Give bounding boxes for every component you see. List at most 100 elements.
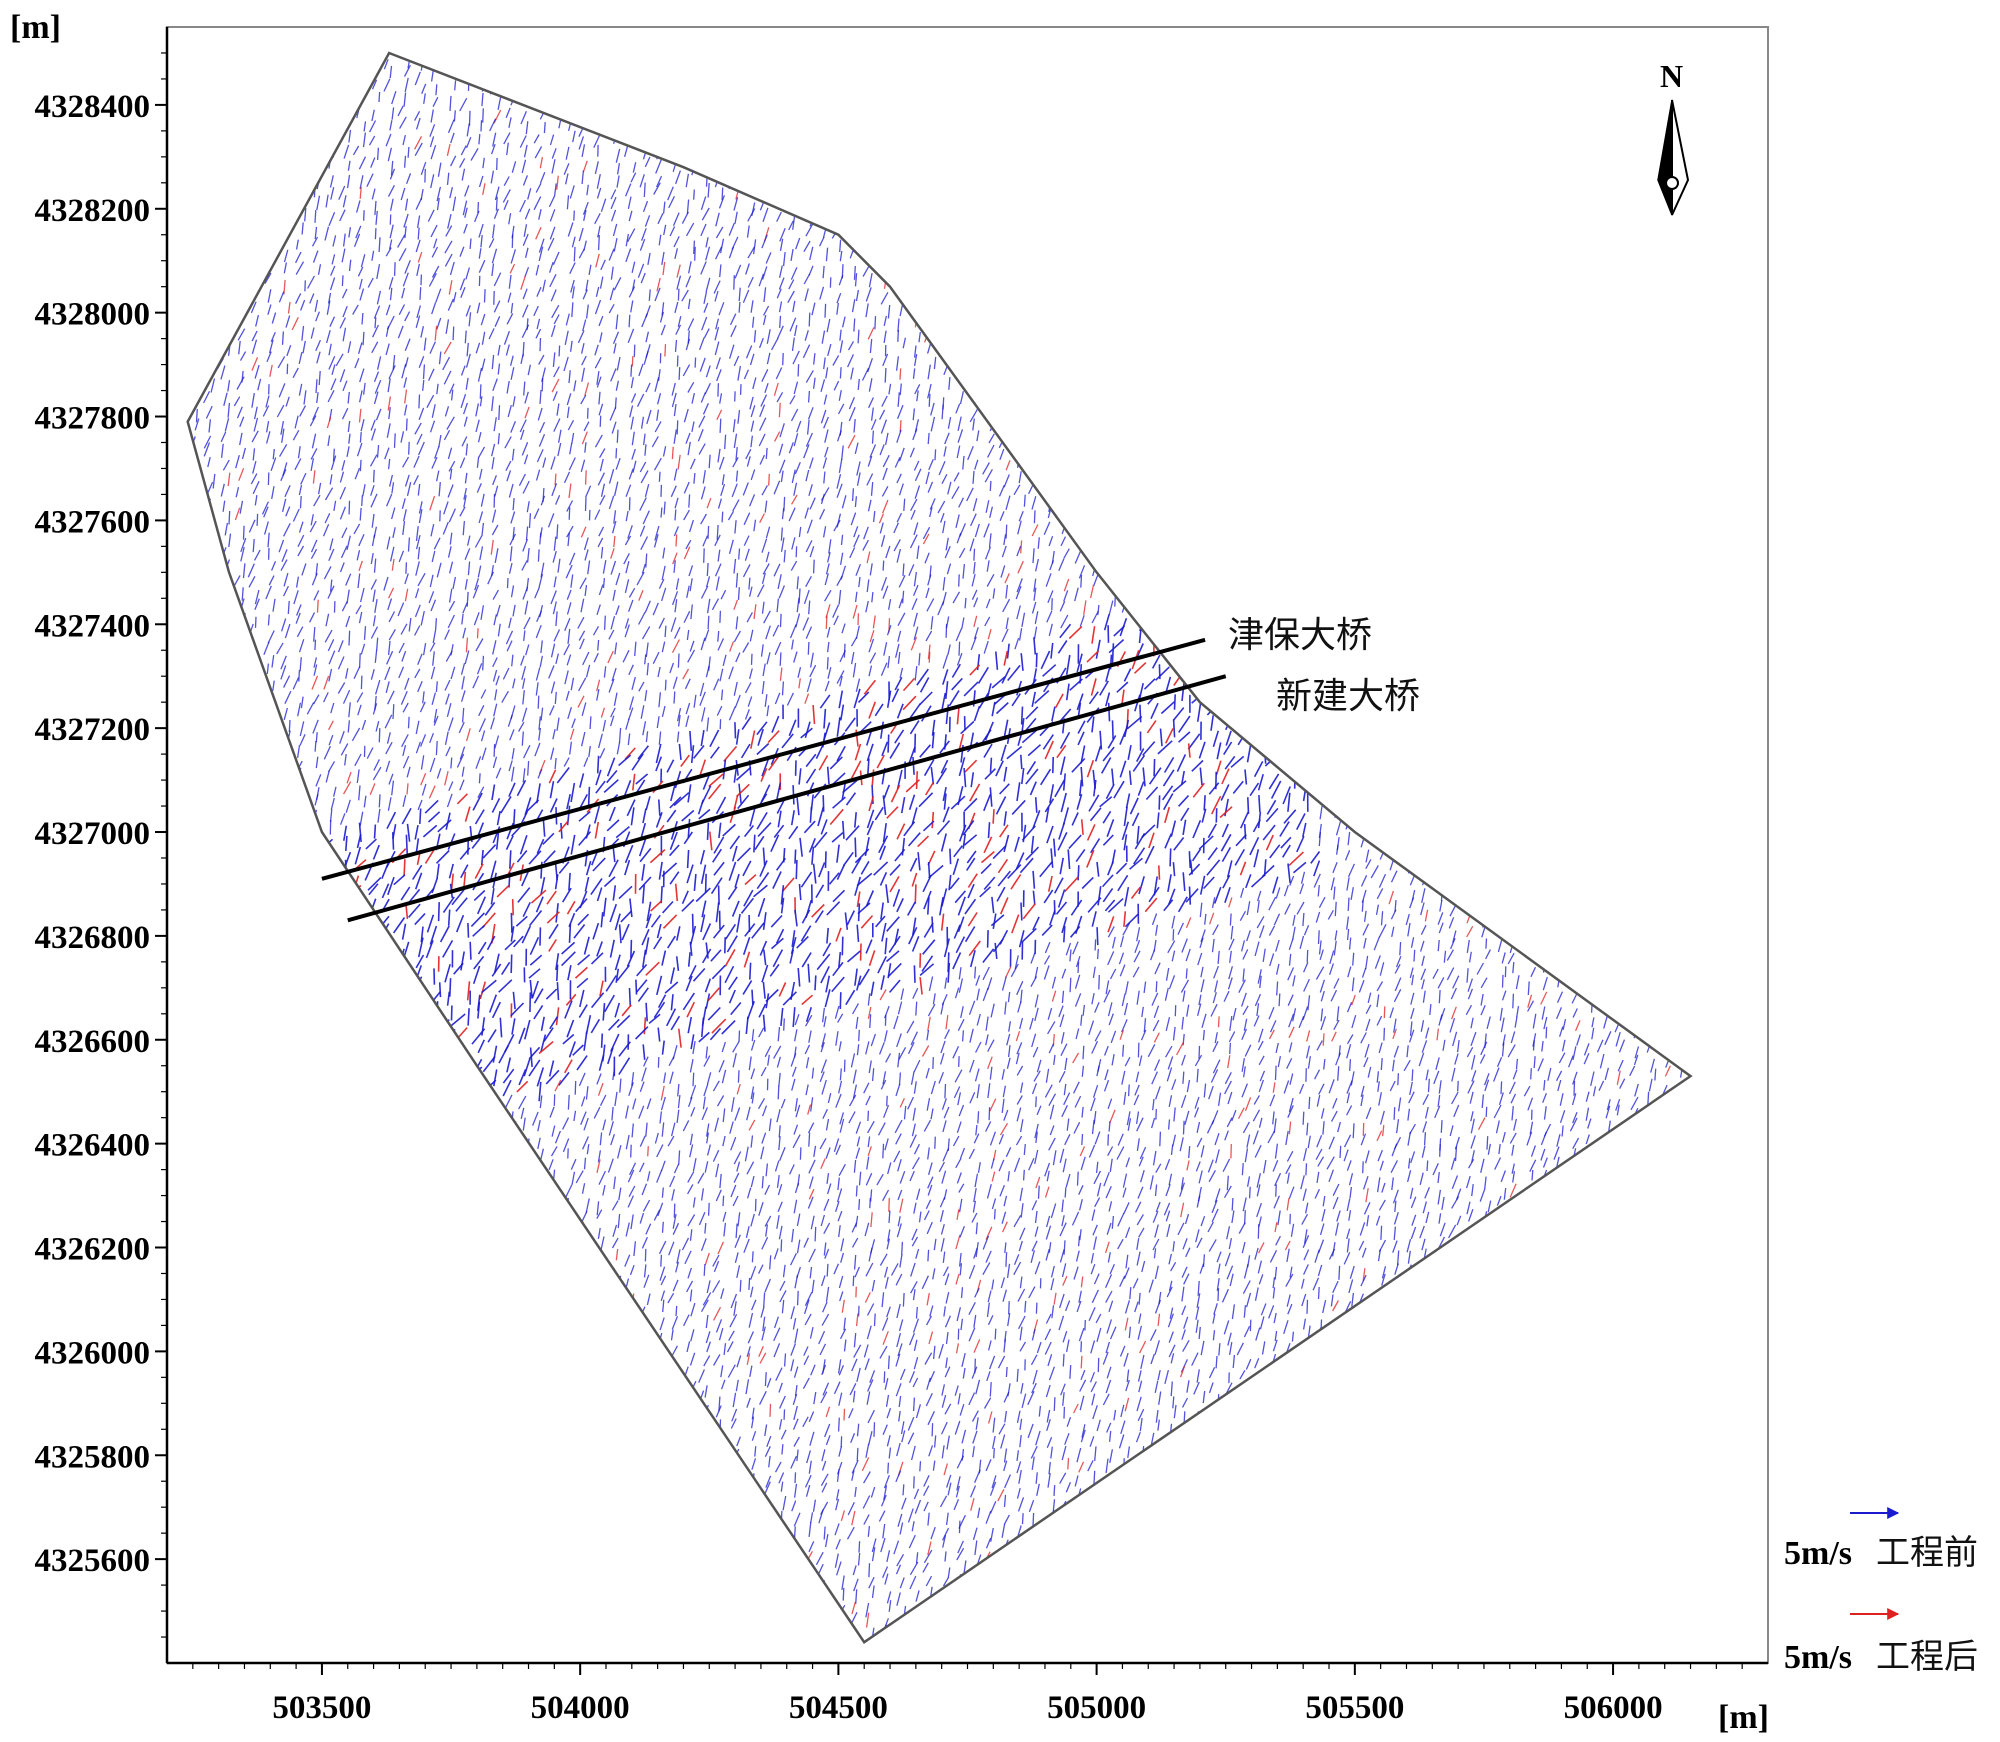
velocity-vector-before: [794, 324, 798, 337]
velocity-vector-after: [535, 226, 542, 240]
velocity-vector-before: [331, 254, 336, 265]
velocity-vector-after: [448, 280, 453, 295]
velocity-vector-before: [648, 289, 651, 301]
velocity-vector-before: [988, 433, 995, 444]
velocity-vector-before: [523, 144, 528, 158]
velocity-vector-before: [304, 207, 307, 222]
velocity-vector-before: [314, 209, 317, 223]
velocity-vector-before: [610, 368, 617, 382]
velocity-vector-before: [563, 163, 570, 176]
velocity-vector-before: [534, 146, 543, 159]
velocity-vector-before: [868, 378, 873, 392]
velocity-vector-before: [594, 356, 602, 369]
velocity-vector-before: [519, 135, 527, 148]
velocity-vector-before: [277, 356, 286, 369]
velocity-vector-before: [824, 446, 829, 458]
velocity-vector-before: [569, 262, 576, 274]
velocity-vector-before: [459, 246, 465, 257]
velocity-vector-before: [328, 212, 336, 226]
velocity-vector-before: [354, 467, 361, 480]
velocity-vector-before: [551, 304, 560, 319]
velocity-vector-after: [664, 344, 667, 357]
velocity-vector-before: [955, 403, 961, 414]
velocity-vector-before: [706, 563, 709, 577]
velocity-vector-before: [478, 468, 483, 480]
velocity-vector-before: [450, 389, 454, 401]
velocity-vector-before: [797, 364, 800, 377]
velocity-vector-before: [404, 338, 411, 351]
velocity-vector-before: [523, 454, 529, 465]
velocity-vector-before: [447, 298, 454, 311]
velocity-vector-after: [774, 431, 781, 442]
velocity-vector-before: [549, 226, 556, 240]
velocity-vector-before: [568, 457, 576, 471]
plot-frame: [166, 26, 1769, 1664]
velocity-vector-before: [355, 200, 361, 213]
velocity-vector-before: [888, 383, 892, 395]
velocity-vector-after: [662, 261, 666, 276]
velocity-vector-before: [257, 378, 262, 391]
velocity-vector-before: [315, 311, 321, 322]
velocity-vector-before: [475, 403, 480, 417]
velocity-vector-before: [376, 356, 382, 370]
velocity-vector-before: [683, 481, 690, 494]
velocity-vector-before: [972, 418, 975, 431]
velocity-vector-before: [362, 382, 366, 395]
velocity-vector-before: [271, 486, 275, 500]
velocity-vector-before: [385, 343, 390, 356]
velocity-vector-before: [490, 170, 495, 184]
velocity-vector-before: [714, 326, 720, 341]
velocity-vector-before: [698, 443, 706, 455]
velocity-vector-before: [480, 120, 483, 132]
velocity-vector-before: [795, 237, 801, 250]
velocity-vector-before: [330, 187, 335, 200]
velocity-vector-before: [820, 409, 827, 424]
velocity-vector-before: [431, 456, 438, 469]
velocity-vector-before: [163, 122, 165, 135]
velocity-vector-before: [571, 286, 575, 299]
velocity-vector-before: [503, 330, 511, 345]
velocity-vector-before: [388, 277, 394, 290]
velocity-vector-before: [447, 484, 454, 498]
velocity-vector-before: [376, 445, 380, 458]
velocity-vector-before: [914, 384, 921, 395]
velocity-vector-before: [522, 304, 529, 318]
velocity-vector-before: [698, 415, 706, 428]
velocity-vector-before: [564, 330, 569, 346]
velocity-vector-before: [700, 392, 707, 403]
velocity-vector-before: [947, 481, 952, 495]
velocity-vector-before: [356, 442, 363, 457]
velocity-vector-before: [433, 238, 438, 249]
velocity-vector-before: [462, 200, 468, 216]
velocity-vector-before: [751, 316, 755, 328]
velocity-vector-before: [642, 200, 649, 213]
velocity-vector-before: [631, 448, 636, 460]
velocity-vector-before: [391, 107, 395, 120]
velocity-vector-before: [326, 300, 331, 315]
velocity-vector-before: [535, 182, 542, 193]
velocity-vector-before: [527, 364, 532, 376]
velocity-vector-before: [594, 299, 602, 315]
velocity-vector-before: [808, 312, 811, 327]
velocity-vector-before: [519, 419, 527, 433]
velocity-vector-before: [674, 301, 679, 314]
velocity-vector-before: [759, 454, 766, 465]
velocity-vector-before: [632, 162, 637, 173]
velocity-vector-before: [387, 458, 391, 470]
velocity-vector-before: [898, 483, 904, 496]
velocity-vector-after: [568, 483, 572, 499]
velocity-vector-before: [627, 196, 632, 210]
velocity-vector-before: [452, 292, 457, 303]
velocity-vector-before: [702, 403, 709, 415]
velocity-vector-before: [839, 367, 842, 379]
velocity-vector-before: [392, 355, 396, 370]
velocity-vector-before: [495, 196, 498, 211]
velocity-vector-before: [897, 392, 900, 407]
velocity-vector-before: [237, 328, 246, 341]
velocity-vector-after: [326, 416, 332, 429]
velocity-vector-before: [479, 396, 483, 407]
velocity-vector-before: [383, 59, 389, 70]
velocity-vector-before: [389, 224, 394, 239]
velocity-vector-before: [701, 207, 710, 221]
